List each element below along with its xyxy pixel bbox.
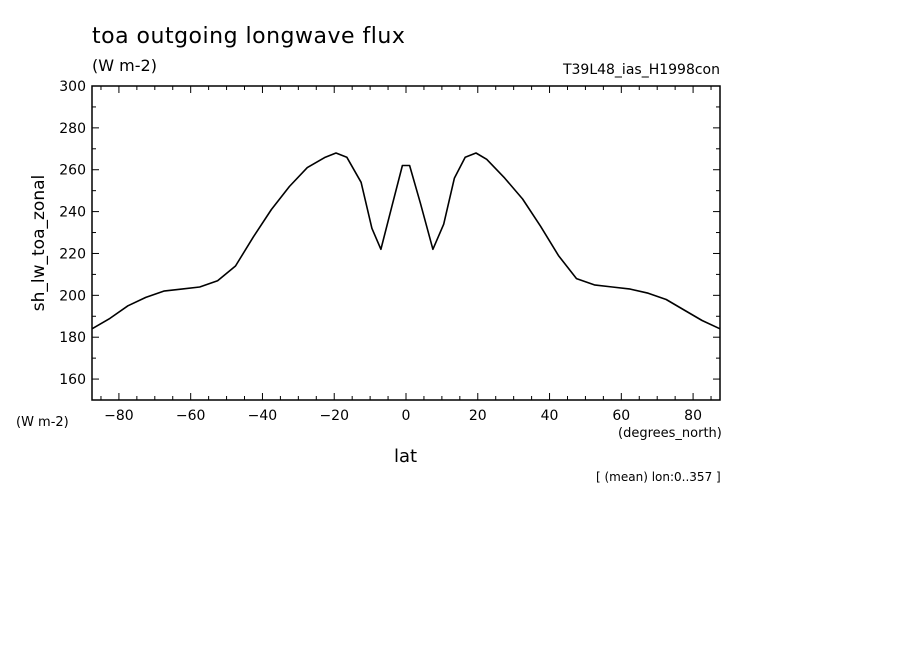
y-tick-label: 240: [59, 205, 86, 221]
series-lines: [91, 152, 721, 330]
axis-ticks: [92, 85, 720, 401]
x-axis-units: (degrees_north): [618, 426, 722, 441]
footnote: [ (mean) lon:0..357 ]: [596, 470, 721, 484]
x-tick-label: −80: [104, 408, 134, 424]
x-tick-label: 80: [684, 408, 702, 424]
x-tick-label: 0: [402, 408, 411, 424]
x-tick-label: 60: [612, 408, 630, 424]
chart-subtitle-units: (W m-2): [92, 56, 157, 75]
experiment-label: T39L48_ias_H1998con: [562, 62, 720, 78]
y-tick-label: 280: [59, 121, 86, 137]
x-axis-label: lat: [394, 446, 418, 467]
x-tick-label: 20: [469, 408, 487, 424]
y-tick-label: 180: [59, 330, 86, 346]
y-tick-label: 300: [59, 79, 86, 95]
x-tick-label: 40: [541, 408, 559, 424]
x-tick-label: −20: [319, 408, 349, 424]
y-tick-label: 260: [59, 163, 86, 179]
y-axis-units: (W m-2): [16, 415, 69, 430]
x-tick-label: −40: [248, 408, 278, 424]
tick-labels: −80 −60 −40 −20 0 20 40 60 80 160 180 200 220 240 260 2…: [59, 79, 702, 424]
y-tick-label: 220: [59, 246, 86, 262]
y-tick-label: 200: [59, 288, 86, 304]
chart-title: toa outgoing longwave flux: [92, 24, 406, 49]
plot-frame: [91, 85, 721, 401]
x-tick-label: −60: [176, 408, 206, 424]
series-line: [91, 152, 721, 330]
y-tick-label: 160: [59, 372, 86, 388]
